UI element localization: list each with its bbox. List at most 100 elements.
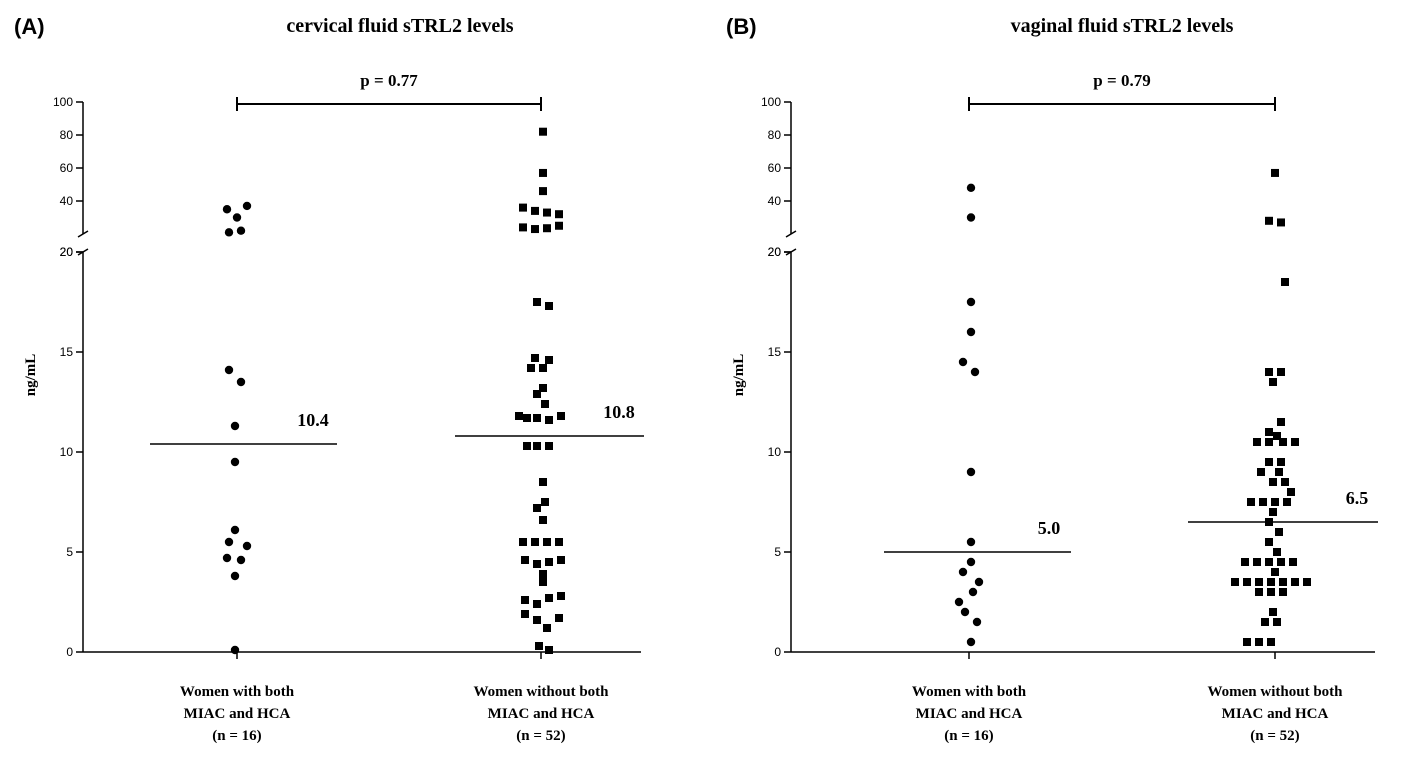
data-point	[1291, 578, 1299, 586]
data-point	[222, 553, 232, 563]
y-tick-label: 20	[60, 245, 74, 259]
data-point	[1275, 528, 1283, 536]
data-point	[1281, 278, 1289, 286]
data-point	[1277, 458, 1285, 466]
data-point	[1271, 168, 1279, 177]
data-point	[543, 624, 551, 632]
data-point	[960, 607, 970, 617]
data-point	[1261, 618, 1269, 626]
y-tick-label: 20	[768, 245, 782, 259]
data-point	[1265, 368, 1273, 376]
data-point	[1231, 578, 1239, 586]
data-point	[1267, 588, 1275, 596]
data-point	[523, 414, 531, 422]
y-tick-label: 15	[768, 345, 782, 359]
data-point	[521, 610, 529, 618]
data-point	[1273, 618, 1281, 626]
data-point	[1259, 498, 1267, 506]
data-point	[531, 225, 539, 234]
data-point	[1287, 488, 1295, 496]
data-point	[1273, 548, 1281, 556]
category-label: Women with both	[180, 684, 295, 700]
data-point	[1279, 438, 1287, 446]
data-point	[515, 412, 523, 420]
data-point	[1279, 588, 1287, 596]
data-point	[1243, 578, 1251, 586]
data-point	[968, 587, 978, 597]
data-point	[539, 127, 547, 136]
category-label: MIAC and HCA	[1222, 706, 1329, 722]
data-point	[1269, 608, 1277, 616]
data-point	[230, 645, 240, 655]
data-point	[230, 525, 240, 535]
data-point	[1303, 578, 1311, 586]
y-tick-label: 100	[53, 95, 73, 109]
group-2: Women without both MIAC and HCA (n = 52) 10…	[455, 127, 644, 744]
data-point	[539, 578, 547, 586]
data-point	[545, 416, 553, 424]
data-point	[539, 570, 547, 578]
chart-title: vaginal fluid sTRL2 levels	[1011, 15, 1234, 37]
data-point	[966, 213, 976, 222]
y-tick-label: 10	[60, 445, 74, 459]
p-value-label: p = 0.77	[360, 71, 418, 90]
axis-break-mark	[77, 230, 89, 238]
data-point	[545, 302, 553, 310]
category-label: Women with both	[912, 684, 1027, 700]
data-point	[230, 457, 240, 467]
data-point	[533, 390, 541, 398]
data-point	[1267, 578, 1275, 586]
data-point	[1277, 218, 1285, 227]
data-point	[954, 597, 964, 607]
data-point	[531, 354, 539, 362]
y-tick-label: 0	[774, 645, 781, 659]
panel-a: (A) cervical fluid sTRL2 levels 20 40 60 80 10…	[14, 14, 644, 744]
data-point	[543, 538, 551, 546]
data-point	[1265, 438, 1273, 446]
y-tick-label: 20	[60, 245, 74, 259]
data-point	[966, 183, 976, 192]
data-point	[531, 206, 539, 215]
data-point	[1265, 428, 1273, 436]
group-2: Women without both MIAC and HCA (n = 52) 6.…	[1188, 168, 1378, 744]
data-point	[966, 637, 976, 647]
group-1: Women with both MIAC and HCA (n = 16) 5.0	[884, 183, 1071, 744]
data-point	[533, 600, 541, 608]
data-point	[232, 213, 242, 222]
data-point	[1269, 478, 1277, 486]
data-point	[1273, 432, 1281, 440]
data-point	[1279, 578, 1287, 586]
data-point	[1253, 438, 1261, 446]
data-point	[539, 478, 547, 486]
data-point	[539, 384, 547, 392]
data-point	[527, 364, 535, 372]
data-point	[236, 377, 246, 387]
y-tick-label: 100	[761, 95, 781, 109]
data-point	[1283, 498, 1291, 506]
data-point	[533, 298, 541, 306]
data-point	[222, 205, 232, 214]
data-point	[1291, 438, 1299, 446]
y-tick-label: 0	[66, 645, 73, 659]
chart-title: cervical fluid sTRL2 levels	[286, 15, 513, 37]
category-label: (n = 16)	[212, 728, 261, 744]
data-point	[533, 414, 541, 422]
median-label: 6.5	[1346, 488, 1369, 508]
data-point	[539, 364, 547, 372]
category-label: Women without both	[473, 684, 609, 700]
data-point	[236, 555, 246, 565]
data-point	[557, 412, 565, 420]
category-label: (n = 16)	[944, 728, 993, 744]
data-point	[966, 327, 976, 337]
data-point	[966, 557, 976, 567]
data-point	[539, 168, 547, 177]
panel-b: (B) vaginal fluid sTRL2 levels20406080100…	[726, 14, 1378, 744]
median-label: 5.0	[1038, 518, 1061, 538]
data-point	[519, 223, 527, 232]
data-point	[545, 356, 553, 364]
y-tick-label: 60	[60, 161, 74, 175]
data-point	[519, 538, 527, 546]
data-point	[521, 556, 529, 564]
data-point	[519, 203, 527, 212]
data-point	[1265, 558, 1273, 566]
